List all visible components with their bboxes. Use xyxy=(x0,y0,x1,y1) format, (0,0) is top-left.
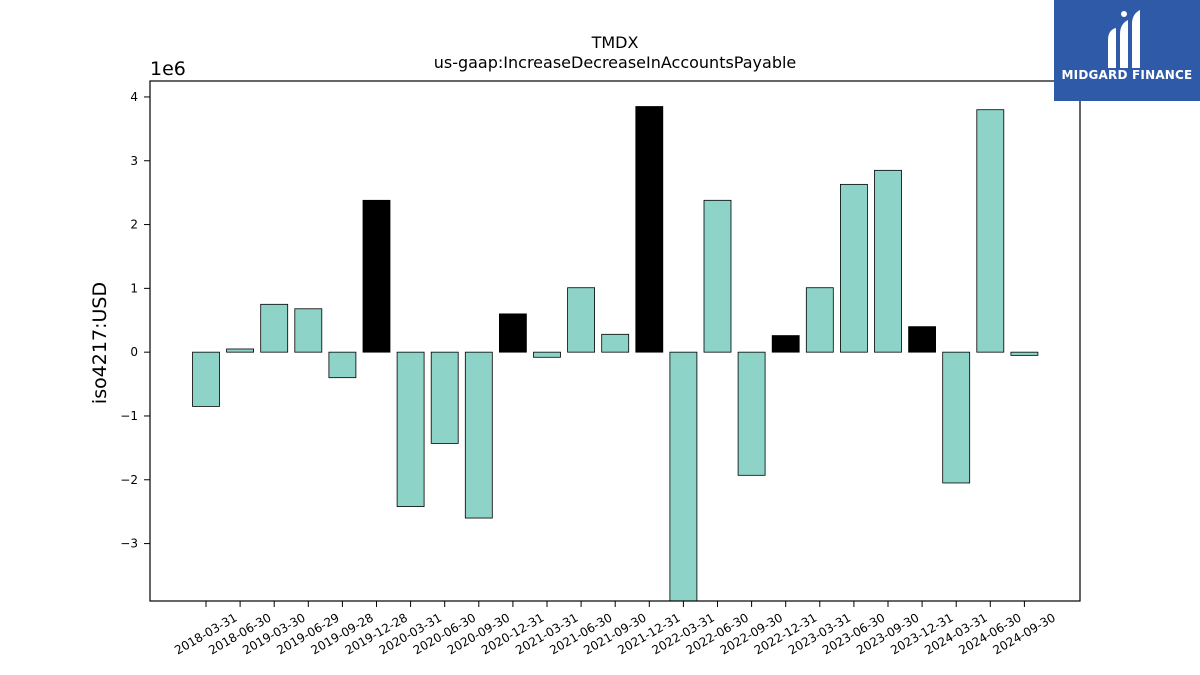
logo-text: MIDGARD FINANCE xyxy=(1061,68,1193,82)
chart-subtitle: us-gaap:IncreaseDecreaseInAccountsPayabl… xyxy=(434,53,797,72)
bar-2021-09-30 xyxy=(601,333,630,353)
bar-2023-09-30 xyxy=(874,169,902,353)
y-axis-label: iso4217:USD xyxy=(89,282,111,404)
bar-2020-03-31 xyxy=(396,351,425,507)
bar-2020-06-30 xyxy=(430,351,459,444)
bar-2022-12-31 xyxy=(771,335,800,353)
y-tick-label: −2 xyxy=(120,473,138,487)
chart-title: TMDX xyxy=(591,33,639,52)
bar-2021-06-30 xyxy=(567,287,595,353)
bar-2018-06-30 xyxy=(226,348,255,353)
bar-2021-12-31 xyxy=(635,106,664,353)
plot-frame xyxy=(149,80,1081,602)
midgard-logo-icon xyxy=(1108,10,1140,68)
y-tick-label: 2 xyxy=(130,218,138,232)
bar-2022-03-31 xyxy=(669,351,698,602)
bar-2021-03-31 xyxy=(533,351,561,358)
bar-2022-06-30 xyxy=(703,199,732,353)
y-tick-label: 4 xyxy=(130,90,138,104)
bar-2019-12-28 xyxy=(362,199,391,353)
y-tick-label: −1 xyxy=(120,409,138,423)
bar-2024-03-31 xyxy=(942,351,971,484)
bar-2023-12-31 xyxy=(908,326,936,353)
bars-group xyxy=(192,106,1039,602)
y-offset-label: 1e6 xyxy=(150,58,186,80)
bar-2019-03-30 xyxy=(260,303,289,353)
bar-2018-03-31 xyxy=(192,351,220,407)
x-ticks-group: 2018-03-312018-06-302019-03-302019-06-29… xyxy=(172,601,1058,657)
bar-2024-09-30 xyxy=(1010,351,1039,356)
y-tick-label: 1 xyxy=(130,281,138,295)
bar-2024-06-30 xyxy=(976,109,1005,353)
bar-2020-12-31 xyxy=(498,313,527,353)
y-tick-label: −3 xyxy=(120,537,138,551)
bar-2019-09-28 xyxy=(328,351,357,379)
y-ticks-group: −3 −2 −1 0 1 2 3 4 xyxy=(120,90,150,551)
y-tick-label: 0 xyxy=(130,345,138,359)
bar-2023-06-30 xyxy=(840,183,868,353)
bar-2020-09-30 xyxy=(464,351,493,519)
bar-2022-09-30 xyxy=(737,351,766,476)
y-tick-label: 3 xyxy=(130,154,138,168)
logo: MIDGARD FINANCE xyxy=(1054,0,1200,101)
bar-2019-06-29 xyxy=(294,308,323,353)
bar-2023-03-31 xyxy=(805,287,834,353)
